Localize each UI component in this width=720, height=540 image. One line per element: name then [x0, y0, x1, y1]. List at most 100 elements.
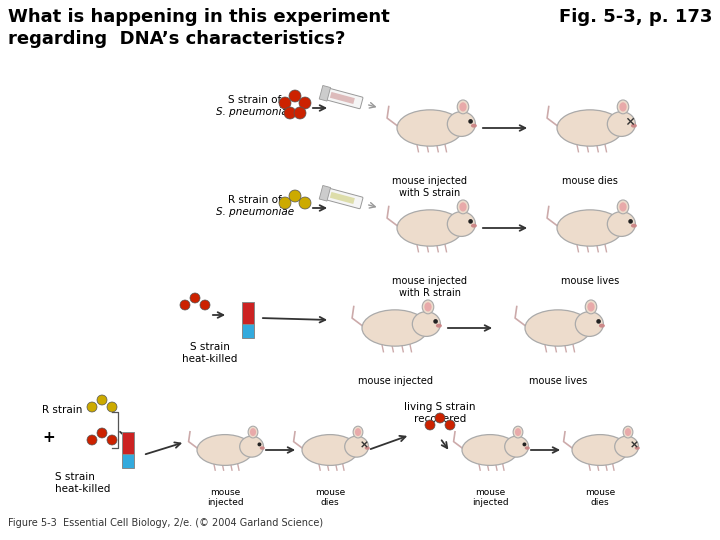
- Ellipse shape: [260, 447, 265, 450]
- Ellipse shape: [413, 312, 441, 336]
- Ellipse shape: [471, 124, 477, 127]
- Circle shape: [107, 402, 117, 412]
- Ellipse shape: [459, 102, 467, 111]
- Ellipse shape: [457, 100, 469, 114]
- Text: R strain of: R strain of: [228, 195, 282, 205]
- Ellipse shape: [617, 100, 629, 114]
- Bar: [242, 324, 254, 338]
- Ellipse shape: [345, 436, 369, 457]
- Ellipse shape: [623, 426, 633, 438]
- Ellipse shape: [424, 302, 431, 312]
- Ellipse shape: [353, 426, 363, 438]
- Text: regarding  DNA’s characteristics?: regarding DNA’s characteristics?: [8, 30, 346, 48]
- Text: Fig. 5-3, p. 173: Fig. 5-3, p. 173: [559, 8, 712, 26]
- Ellipse shape: [608, 212, 635, 237]
- Ellipse shape: [525, 310, 591, 346]
- Circle shape: [435, 413, 445, 423]
- Text: S strain
heat-killed: S strain heat-killed: [55, 472, 110, 494]
- Circle shape: [433, 319, 438, 323]
- FancyBboxPatch shape: [326, 188, 363, 208]
- Circle shape: [294, 107, 306, 119]
- Ellipse shape: [457, 200, 469, 214]
- Ellipse shape: [631, 224, 637, 228]
- Ellipse shape: [447, 112, 475, 137]
- Ellipse shape: [447, 212, 475, 237]
- Circle shape: [299, 97, 311, 109]
- Ellipse shape: [422, 300, 433, 314]
- Bar: [330, 192, 355, 204]
- Ellipse shape: [397, 110, 463, 146]
- Ellipse shape: [462, 435, 518, 465]
- Text: mouse injected
with S strain: mouse injected with S strain: [392, 176, 467, 198]
- Bar: [319, 85, 330, 101]
- Ellipse shape: [459, 202, 467, 212]
- Text: S. pneumoniae: S. pneumoniae: [216, 107, 294, 117]
- Ellipse shape: [197, 435, 253, 465]
- Ellipse shape: [471, 224, 477, 228]
- Bar: [330, 92, 355, 104]
- Bar: [319, 185, 330, 201]
- Ellipse shape: [397, 210, 463, 246]
- Ellipse shape: [362, 310, 428, 346]
- Ellipse shape: [557, 210, 623, 246]
- Circle shape: [200, 300, 210, 310]
- Text: mouse lives: mouse lives: [529, 376, 587, 386]
- Circle shape: [299, 197, 311, 209]
- Ellipse shape: [515, 428, 521, 436]
- Text: S. pneumoniae: S. pneumoniae: [216, 207, 294, 217]
- Ellipse shape: [585, 300, 597, 314]
- Circle shape: [445, 420, 455, 430]
- Ellipse shape: [625, 428, 631, 436]
- Ellipse shape: [619, 202, 626, 212]
- FancyBboxPatch shape: [326, 89, 363, 109]
- Text: mouse injected
with R strain: mouse injected with R strain: [392, 276, 467, 298]
- Ellipse shape: [572, 435, 628, 465]
- Text: mouse
dies: mouse dies: [585, 488, 615, 508]
- Circle shape: [523, 442, 526, 447]
- Ellipse shape: [525, 447, 530, 450]
- Ellipse shape: [248, 426, 258, 438]
- Text: What is happening in this experiment: What is happening in this experiment: [8, 8, 390, 26]
- Ellipse shape: [302, 435, 358, 465]
- Ellipse shape: [513, 426, 523, 438]
- Circle shape: [425, 420, 435, 430]
- Ellipse shape: [557, 110, 623, 146]
- Bar: [122, 432, 134, 454]
- Ellipse shape: [608, 112, 635, 137]
- Ellipse shape: [557, 110, 623, 146]
- Ellipse shape: [631, 124, 637, 127]
- Circle shape: [190, 293, 200, 303]
- Circle shape: [596, 319, 601, 323]
- Text: S strain
heat-killed: S strain heat-killed: [182, 342, 238, 363]
- Text: S strain of: S strain of: [228, 95, 282, 105]
- Ellipse shape: [250, 428, 256, 436]
- Circle shape: [468, 219, 473, 224]
- Circle shape: [107, 435, 117, 445]
- Text: mouse lives: mouse lives: [561, 276, 619, 286]
- Circle shape: [87, 435, 97, 445]
- Circle shape: [97, 428, 107, 438]
- Circle shape: [289, 190, 301, 202]
- Circle shape: [279, 97, 291, 109]
- Ellipse shape: [599, 323, 605, 328]
- Text: mouse dies: mouse dies: [562, 176, 618, 186]
- Bar: [122, 454, 134, 468]
- Circle shape: [258, 442, 261, 447]
- Text: living S strain
recovered: living S strain recovered: [404, 402, 476, 423]
- Ellipse shape: [302, 435, 358, 465]
- Ellipse shape: [615, 436, 639, 457]
- Ellipse shape: [617, 200, 629, 214]
- Text: Figure 5-3  Essential Cell Biology, 2/e. (© 2004 Garland Science): Figure 5-3 Essential Cell Biology, 2/e. …: [8, 518, 323, 528]
- Circle shape: [284, 107, 296, 119]
- Text: +: +: [42, 430, 55, 445]
- Ellipse shape: [635, 447, 640, 450]
- Ellipse shape: [575, 312, 603, 336]
- Ellipse shape: [365, 447, 370, 450]
- Ellipse shape: [240, 436, 264, 457]
- Circle shape: [97, 395, 107, 405]
- Circle shape: [468, 119, 473, 124]
- Text: mouse injected: mouse injected: [358, 376, 433, 386]
- Circle shape: [180, 300, 190, 310]
- Ellipse shape: [572, 435, 628, 465]
- Ellipse shape: [505, 436, 528, 457]
